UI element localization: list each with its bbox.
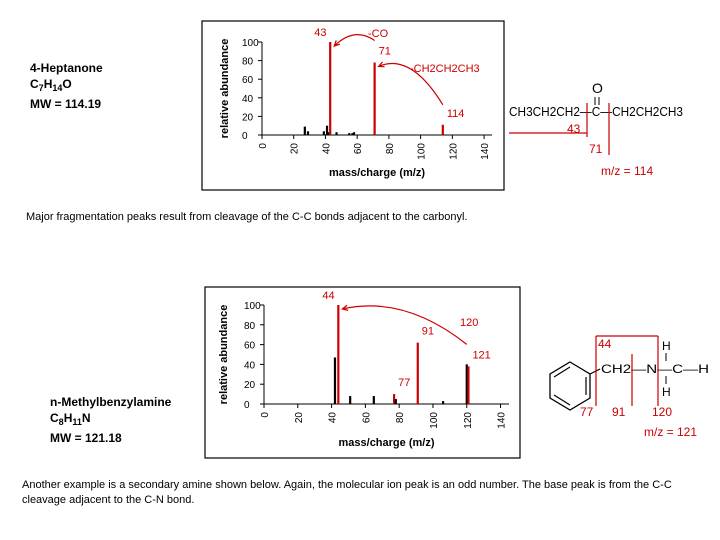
chart-1-peak-label-114: 114 <box>447 108 465 120</box>
chart-2-annotation-arrowhead-0 <box>340 304 349 311</box>
fragment-91-label: 91 <box>612 405 626 419</box>
chart-2-peak-label-91: 91 <box>422 326 434 338</box>
chart-2-xtick-label-20: 20 <box>294 412 305 424</box>
chart-1-annotation-1: -CH2CH2CH3 <box>410 63 480 75</box>
chart-1-xtick-label-20: 20 <box>290 143 301 155</box>
chart-2-xtick-label-80: 80 <box>395 412 406 424</box>
chart-1-group: 0 20 40 60 80 100 0 20 40 60 80 100 120 140 mass/charg… <box>201 20 505 191</box>
carbonyl-oxygen: O <box>592 80 603 96</box>
fragment-44-label: 44 <box>598 337 612 351</box>
chart-1-peak-label-71: 71 <box>379 45 391 57</box>
compound2-mw: MW = 121.18 <box>50 431 122 445</box>
chart-1-xtick-label-100: 100 <box>417 143 428 160</box>
chart-1-annotation-0: -CO <box>368 28 389 40</box>
ring-to-ch2-bond <box>589 368 601 375</box>
chart-2-xtick-label-40: 40 <box>328 412 339 424</box>
chart-2-ylabel: relative abundance <box>218 305 230 405</box>
fragment-43-label: 43 <box>567 122 581 136</box>
compound1-name: 4-Heptanone <box>30 61 103 75</box>
chart-2-xtick-label-120: 120 <box>463 412 474 429</box>
chart-2-peak-label-44: 44 <box>322 290 334 302</box>
chart-2-ytick-label-60: 60 <box>244 341 256 352</box>
chart-1-annotation-arrowhead-0 <box>333 40 341 47</box>
chart-2-peak-label-77: 77 <box>398 377 410 389</box>
fragment-120-label: 120 <box>652 405 672 419</box>
chart-2-xlabel: mass/charge (m/z) <box>339 437 435 449</box>
chart-1-frame <box>201 20 505 191</box>
chart-2-ytick-label-100: 100 <box>244 301 261 312</box>
fragment-71-label: 71 <box>589 142 603 156</box>
chart-1-xtick-label-120: 120 <box>448 143 459 160</box>
chart-1-xtick-label-60: 60 <box>353 143 364 155</box>
chart-2-peak-label-121: 121 <box>472 349 490 361</box>
compound2-info: n-Methylbenzylamine C8H11N MW = 121.18 <box>50 394 171 446</box>
amine-chain: CH2—N—C—H <box>601 362 709 376</box>
chart-2-xtick-label-0: 0 <box>260 412 271 418</box>
chart-1-peak-label-43: 43 <box>314 27 326 39</box>
chart-1-xlabel: mass/charge (m/z) <box>329 167 425 179</box>
chart-1-ytick-label-60: 60 <box>242 75 254 86</box>
chart-1-ytick-label-100: 100 <box>242 38 259 49</box>
chart-1-xtick-label-0: 0 <box>258 143 269 149</box>
ring-double-3 <box>553 394 571 406</box>
amine-mz-label: m/z = 121 <box>644 425 697 439</box>
chart-1-ylabel: relative abundance <box>219 39 231 139</box>
chart-2-annotation-0: 120 <box>460 317 478 329</box>
chart-2-xtick-label-100: 100 <box>429 412 440 429</box>
chart-2-frame <box>204 286 521 459</box>
chart-1-xtick-label-40: 40 <box>321 143 332 155</box>
heptanone-mz-label: m/z = 114 <box>601 164 653 178</box>
benzene-ring <box>549 361 591 411</box>
chart-1-xtick-label-80: 80 <box>385 143 396 155</box>
ring-double-1 <box>553 366 571 378</box>
chart-1-xtick-label-140: 140 <box>480 143 491 160</box>
chart-2-annotation-arrow-0 <box>342 305 468 345</box>
chart-1-annotation-arrow-0 <box>333 34 375 47</box>
chart-2-group: 0 20 40 60 80 100 0 20 40 60 80 100 120 140 mass/charg… <box>204 286 521 459</box>
chart-2-ytick-label-0: 0 <box>244 400 250 411</box>
chart-1-annotation-arrow-1 <box>378 62 444 106</box>
chart-1-ytick-label-0: 0 <box>242 131 248 142</box>
heptanone-structure: O CH3CH2CH2—C—CH2CH2CH3 43 71 m/z = 114 <box>509 80 683 178</box>
methyl-h-top: H <box>662 339 671 353</box>
chart-2-xtick-label-140: 140 <box>497 412 508 429</box>
chart-2-ytick-label-20: 20 <box>244 380 256 391</box>
caption-1: Major fragmentation peaks result from cl… <box>26 211 468 223</box>
methylbenzylamine-structure: CH2—N—C—H H H 44 77 91 120 m/z = 121 <box>549 335 709 439</box>
chart-1-ytick-label-40: 40 <box>242 94 254 105</box>
chart-2-xtick-label-60: 60 <box>361 412 372 424</box>
compound1-mw: MW = 114.19 <box>30 97 102 111</box>
chart-1-annotation-arrowhead-1 <box>377 61 385 68</box>
chart-1-ytick-label-20: 20 <box>242 112 254 123</box>
compound2-name: n-Methylbenzylamine <box>50 395 172 409</box>
compound1-info: 4-Heptanone C7H14O MW = 114.19 <box>30 60 103 112</box>
chart-1-ytick-label-80: 80 <box>242 57 254 68</box>
compound1-formula: C7H14O <box>30 77 72 93</box>
methyl-h-bottom: H <box>662 385 671 399</box>
chart-2-ytick-label-40: 40 <box>244 360 256 371</box>
chart-2-ytick-label-80: 80 <box>244 321 256 332</box>
compound2-formula: C8H11N <box>50 411 91 427</box>
caption-2: Another example is a secondary amine sho… <box>22 479 672 506</box>
fragment-77-label: 77 <box>580 405 594 419</box>
heptanone-chain: CH3CH2CH2—C—CH2CH2CH3 <box>509 104 683 119</box>
